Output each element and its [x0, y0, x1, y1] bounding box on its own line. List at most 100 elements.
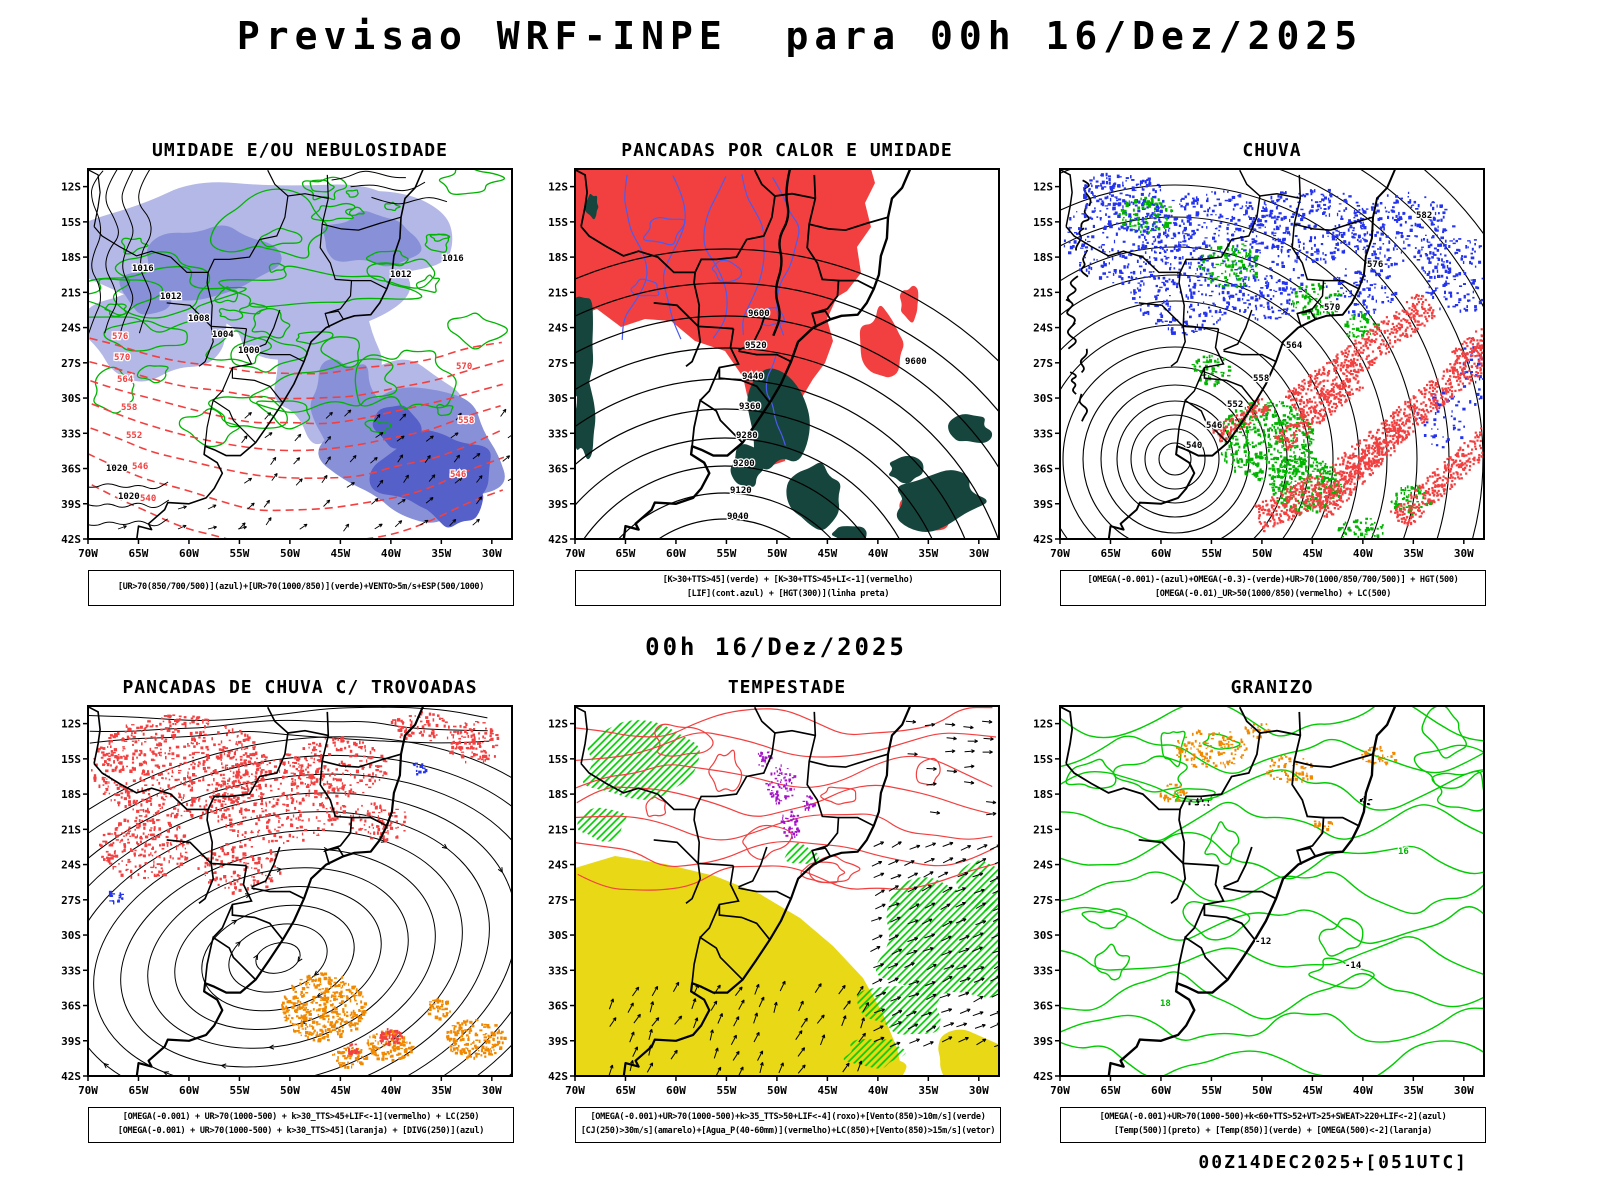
svg-text:55W: 55W: [229, 547, 249, 560]
svg-text:18S: 18S: [548, 251, 568, 264]
svg-text:42S: 42S: [61, 533, 81, 546]
svg-text:9120: 9120: [730, 486, 752, 496]
svg-text:9280: 9280: [736, 431, 758, 441]
svg-text:552: 552: [126, 431, 142, 441]
svg-text:540: 540: [140, 494, 156, 504]
mid-caption: 00h 16/Dez/2025: [645, 633, 907, 661]
svg-text:27S: 27S: [61, 357, 81, 370]
svg-text:24S: 24S: [61, 322, 81, 335]
caption-line: [OMEGA(-0.001)+UR>70(1000-500)+k<60+TTS>…: [1099, 1112, 1447, 1123]
svg-text:576: 576: [112, 332, 128, 342]
panel-umidade: UMIDADE E/OU NEBULOSIDADE 12S 15S 18S 21S 24…: [54, 140, 524, 620]
svg-text:18S: 18S: [61, 251, 81, 264]
svg-text:546: 546: [132, 462, 148, 472]
caption-line: [OMEGA(-0.001) + UR>70(1000-500) + k>30_…: [117, 1126, 485, 1136]
panel-title-trovoadas: PANCADAS DE CHUVA C/ TROVOADAS: [122, 677, 478, 698]
svg-text:60W: 60W: [179, 547, 199, 560]
panel-trovoadas: PANCADAS DE CHUVA C/ TROVOADAS 12S 15S 18S…: [54, 677, 524, 1157]
svg-text:1012: 1012: [390, 270, 412, 280]
svg-text:39S: 39S: [548, 498, 568, 511]
panel-title-chuva: CHUVA: [1242, 140, 1302, 161]
panel-title-umidade: UMIDADE E/OU NEBULOSIDADE: [152, 140, 448, 161]
svg-text:70W: 70W: [78, 547, 98, 560]
svg-text:1016: 1016: [442, 254, 464, 264]
svg-text:36S: 36S: [61, 463, 81, 476]
svg-text:35W: 35W: [431, 547, 451, 560]
svg-text:21S: 21S: [61, 286, 81, 299]
caption-line: [K>30+TTS>45](verde) + [K>30+TTS>45+LI<-…: [662, 575, 914, 586]
svg-text:30W: 30W: [482, 547, 502, 560]
svg-text:40W: 40W: [381, 547, 401, 560]
svg-text:70W: 70W: [565, 547, 585, 560]
svg-text:564: 564: [117, 375, 134, 385]
svg-text:42S: 42S: [548, 533, 568, 546]
panel-title-pancadas-calor: PANCADAS POR CALOR E UMIDADE: [621, 140, 953, 161]
svg-text:1000: 1000: [238, 346, 260, 356]
svg-text:558: 558: [458, 416, 474, 426]
svg-text:21S: 21S: [548, 286, 568, 299]
svg-text:12S: 12S: [61, 181, 81, 194]
svg-text:39S: 39S: [61, 498, 81, 511]
caption-line: [OMEGA(-0.001)+UR>70(1000-500)+k>35_TTS>…: [590, 1112, 986, 1123]
svg-text:30S: 30S: [61, 392, 81, 405]
caption-box-pancadas-calor: [K>30+TTS>45](verde) + [K>30+TTS>45+LI<-…: [575, 570, 1001, 606]
panel-title-tempestade: TEMPESTADE: [727, 677, 847, 698]
svg-text:30S: 30S: [548, 392, 568, 405]
svg-text:24S: 24S: [548, 322, 568, 335]
svg-text:65W: 65W: [129, 547, 149, 560]
caption-line: [UR>70(850/700/500)](azul)+[UR>70(1000/8…: [117, 582, 485, 593]
caption-line: [OMEGA(-0.001)-(azul)+OMEGA(-0.3)-(verde…: [1087, 575, 1459, 586]
svg-text:9360: 9360: [739, 402, 761, 412]
caption-line: [LIF](cont.azul) + [HGT(300)](linha pret…: [686, 589, 890, 599]
svg-text:50W: 50W: [280, 547, 300, 560]
svg-text:1012: 1012: [160, 292, 182, 302]
svg-text:33S: 33S: [548, 427, 568, 440]
svg-text:30W: 30W: [969, 547, 989, 560]
caption-box-chuva: [OMEGA(-0.001)-(azul)+OMEGA(-0.3)-(verde…: [1060, 570, 1486, 606]
svg-text:1008: 1008: [188, 314, 210, 324]
caption-box-tempestade: [OMEGA(-0.001)+UR>70(1000-500)+k>35_TTS>…: [575, 1107, 1001, 1143]
panel-tempestade: TEMPESTADE 12S 15S 18S 21S 24S 27S 30S 33S 36S 39…: [541, 677, 1011, 1157]
svg-text:33S: 33S: [61, 427, 81, 440]
svg-text:15S: 15S: [548, 216, 568, 229]
svg-text:1004: 1004: [212, 330, 234, 340]
svg-text:9440: 9440: [742, 372, 764, 382]
caption-box-trovoadas: [OMEGA(-0.001) + UR>70(1000-500) + k>30_…: [88, 1107, 514, 1143]
caption-box-umidade: [UR>70(850/700/500)](azul)+[UR>70(1000/8…: [88, 570, 514, 606]
svg-text:45W: 45W: [330, 547, 350, 560]
svg-text:570: 570: [456, 362, 472, 372]
panel-granizo: GRANIZO 12S 15S 18S 21S 24S 27S 30S 33S 36S 39S 42…: [1026, 677, 1496, 1157]
footer-timestamp: 00Z14DEC2025+[051UTC]: [1198, 1152, 1468, 1173]
svg-text:570: 570: [114, 353, 130, 363]
svg-text:12S: 12S: [548, 181, 568, 194]
svg-text:45W: 45W: [817, 547, 837, 560]
svg-text:558: 558: [121, 403, 137, 413]
svg-text:9200: 9200: [733, 459, 755, 469]
caption-line: [OMEGA(-0.001) + UR>70(1000-500) + k>30_…: [122, 1112, 480, 1123]
panel-pancadas-calor: PANCADAS POR CALOR E UMIDADE 12S 15S 18S 21…: [541, 140, 1011, 620]
svg-text:50W: 50W: [767, 547, 787, 560]
panel-chuva: CHUVA 12S 15S 18S 21S 24S 27S 30S 33S 36S 39S 42S 7…: [1026, 140, 1496, 620]
panel-title-granizo: GRANIZO: [1230, 677, 1314, 698]
svg-text:55W: 55W: [716, 547, 736, 560]
svg-text:9600: 9600: [905, 357, 927, 367]
svg-text:1020: 1020: [106, 464, 128, 474]
svg-text:27S: 27S: [548, 357, 568, 370]
svg-text:65W: 65W: [616, 547, 636, 560]
svg-text:546: 546: [450, 470, 466, 480]
svg-text:60W: 60W: [666, 547, 686, 560]
svg-text:9520: 9520: [745, 341, 767, 351]
svg-text:9600: 9600: [748, 309, 770, 319]
caption-line: [Temp(500)](preto) + [Temp(850)](verde) …: [1114, 1126, 1432, 1136]
svg-text:35W: 35W: [918, 547, 938, 560]
svg-text:36S: 36S: [548, 463, 568, 476]
svg-text:40W: 40W: [868, 547, 888, 560]
caption-line: [CJ(250)>30m/s](amarelo)+[Agua_P(40-60mm…: [580, 1126, 996, 1136]
